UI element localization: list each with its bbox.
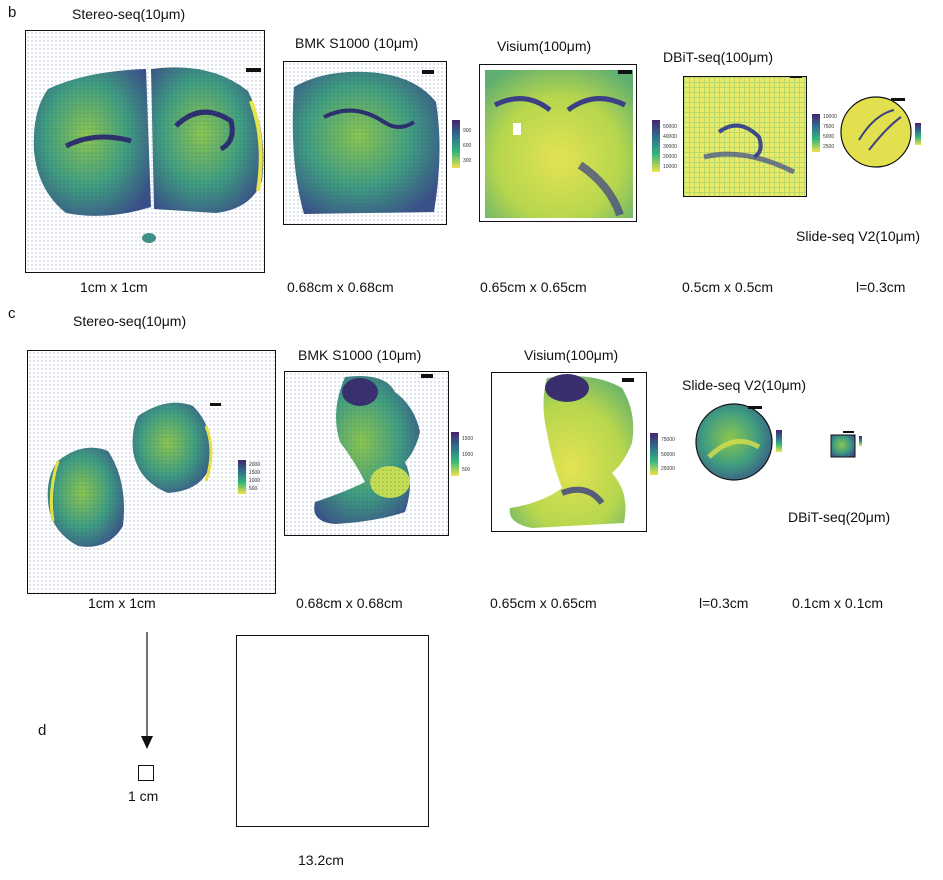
panel-letter-c: c	[8, 305, 16, 322]
c-stereo-cbar-tick: 2000	[249, 462, 261, 468]
b-bmk-cbar-tick: 300	[463, 158, 472, 164]
d-large-label: 13.2cm	[298, 852, 344, 868]
b-visium-frame	[479, 64, 637, 222]
c-visium-cbar-tick: 25000	[661, 466, 675, 472]
b-slideseq-title: Slide-seq V2(10μm)	[796, 228, 921, 244]
c-bmk-cbar-tick: 1000	[462, 452, 474, 458]
b-bmk-cbar-tick: 600	[463, 143, 472, 149]
c-bmk-cbar-tick: 500	[462, 467, 471, 473]
b-visium-cbar-tick: 40000	[663, 134, 677, 140]
b-dbit-frame	[683, 76, 807, 197]
c-stereo-cbar-tick: 1500	[249, 470, 261, 476]
c-visium-title: Visium(100μm)	[524, 347, 619, 363]
c-dbit-title: DBiT-seq(20μm)	[788, 509, 891, 525]
b-visium-cbar-tick: 10000	[663, 164, 677, 170]
c-visium-tissue-image	[509, 374, 634, 528]
b-visium-cbar-tick: 30000	[663, 144, 677, 150]
b-bmk-cbar-tick: 900	[463, 128, 472, 134]
b-stereo-scale-bar	[246, 68, 261, 72]
c-stereo-cbar-tick: 1000	[249, 478, 261, 484]
b-bmk-colorbar	[452, 120, 460, 168]
b-visium-cbar-tick: 20000	[663, 154, 677, 160]
c-slideseq-tissue-image	[695, 403, 782, 481]
b-dbit-cbar-tick: 10000	[823, 114, 837, 120]
b-dbit-tissue-image	[684, 77, 806, 196]
c-bmk-cbar-tick: 1500	[462, 436, 474, 442]
c-visium-scale-bar	[622, 378, 634, 382]
b-bmk-size: 0.68cm x 0.68cm	[287, 279, 394, 295]
b-dbit-title: DBiT-seq(100μm)	[663, 49, 773, 65]
b-visium-cbar-tick: 50000	[663, 124, 677, 130]
c-dbit-size: 0.1cm x 0.1cm	[792, 595, 884, 611]
b-slideseq-tissue-image	[840, 96, 921, 168]
b-stereo-title: Stereo-seq(10μm)	[72, 6, 186, 22]
b-visium-colorbar	[652, 120, 660, 172]
b-visium-size: 0.65cm x 0.65cm	[480, 279, 587, 295]
b-dbit-colorbar	[812, 114, 820, 152]
c-stereo-cbar-tick: 500	[249, 486, 258, 492]
b-dbit-scale-bar	[790, 77, 802, 78]
b-dbit-cbar-tick: 2500	[823, 144, 835, 150]
b-stereo-tissue-image	[26, 31, 264, 272]
b-stereo-size: 1cm x 1cm	[80, 279, 148, 295]
b-visium-tissue-image	[485, 70, 633, 218]
d-large-square	[236, 635, 429, 827]
b-dbit-size: 0.5cm x 0.5cm	[682, 279, 774, 295]
b-slideseq-size: l=0.3cm	[856, 279, 906, 295]
b-bmk-tissue-image	[284, 62, 446, 224]
c-bmk-title: BMK S1000 (10μm)	[298, 347, 422, 363]
d-down-arrow	[141, 632, 153, 749]
b-visium-title: Visium(100μm)	[497, 38, 592, 54]
c-bmk-tissue-image	[285, 372, 448, 535]
c-bmk-colorbar	[451, 432, 459, 476]
c-stereo-size: 1cm x 1cm	[88, 595, 156, 611]
b-stereo-frame	[25, 30, 265, 273]
panel-letter-d: d	[38, 722, 47, 739]
c-slideseq-size: l=0.3cm	[699, 595, 749, 611]
c-stereo-colorbar	[238, 460, 246, 494]
c-dbit-tissue-image	[830, 431, 862, 458]
c-visium-frame	[491, 372, 647, 532]
c-visium-colorbar	[650, 433, 658, 475]
c-visium-cbar-tick: 50000	[661, 452, 675, 458]
c-bmk-scale-bar	[421, 374, 433, 378]
c-stereo-title: Stereo-seq(10μm)	[73, 313, 187, 329]
c-slideseq-title: Slide-seq V2(10μm)	[682, 377, 807, 393]
c-visium-cbar-tick: 75000	[661, 437, 675, 443]
c-bmk-frame	[284, 371, 449, 536]
d-small-square	[138, 765, 154, 781]
b-dbit-cbar-tick: 5000	[823, 134, 835, 140]
b-visium-scale-bar	[618, 70, 632, 74]
panel-letter-b: b	[8, 4, 17, 21]
c-stereo-tissue-image	[28, 351, 275, 593]
b-bmk-frame	[283, 61, 447, 225]
b-bmk-title: BMK S1000 (10μm)	[295, 35, 419, 51]
b-bmk-scale-bar	[422, 70, 434, 74]
b-dbit-cbar-tick: 7500	[823, 124, 835, 130]
d-small-label: 1 cm	[128, 788, 159, 804]
c-stereo-frame	[27, 350, 276, 594]
c-bmk-size: 0.68cm x 0.68cm	[296, 595, 403, 611]
c-visium-size: 0.65cm x 0.65cm	[490, 595, 597, 611]
